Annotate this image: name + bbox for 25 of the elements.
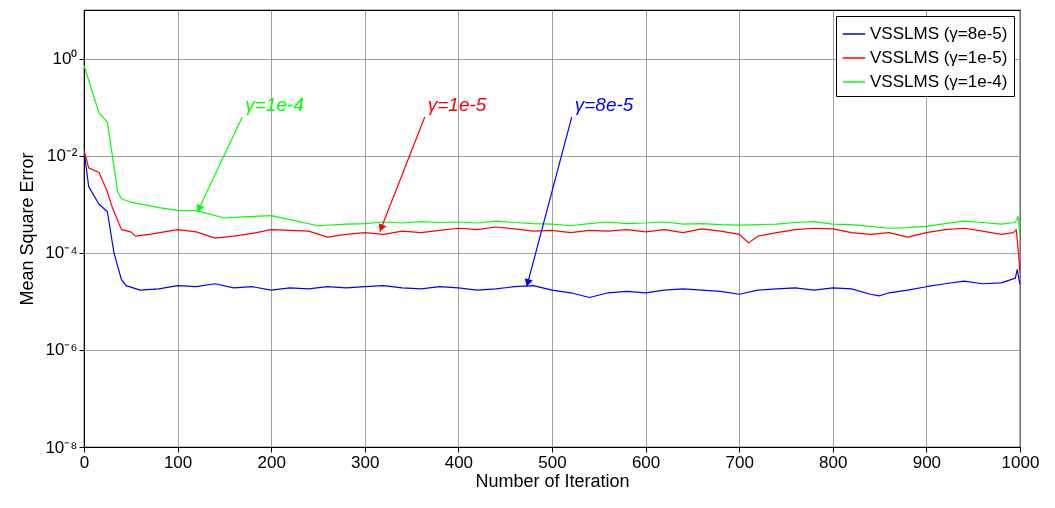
legend-label: VSSLMS (γ=8e-5) [870, 24, 1008, 43]
x-tick-label: 0 [79, 452, 90, 472]
legend-label: VSSLMS (γ=1e-4) [870, 72, 1008, 91]
x-tick-label: 400 [444, 452, 474, 472]
x-tick-label: 1000 [1001, 452, 1040, 472]
line-series [84, 64, 1020, 235]
x-tick-label: 800 [819, 452, 848, 472]
x-tick-label: 700 [725, 452, 754, 472]
x-tick-label: 500 [538, 452, 567, 472]
y-tick-label: 10⁻² [46, 146, 78, 166]
y-tick-label: 10⁻⁸ [45, 437, 78, 457]
x-tick-label: 200 [257, 452, 286, 472]
x-tick-label: 900 [912, 452, 942, 472]
legend-label: VSSLMS (γ=1e-5) [870, 48, 1008, 67]
x-axis-title: Number of Iteration [475, 470, 630, 491]
x-tick-label: 600 [631, 452, 661, 472]
annotation: γ=8e-5 [574, 94, 634, 116]
y-axis-title: Mean Square Error [17, 152, 38, 306]
annotation: γ=1e-5 [427, 94, 487, 116]
x-tick-label: 100 [163, 452, 193, 472]
annotation: γ=1e-4 [245, 94, 304, 116]
y-tick-label: 10⁻⁶ [45, 340, 78, 360]
y-tick-label: 10⁰ [52, 49, 78, 69]
x-tick-label: 300 [351, 452, 380, 472]
y-tick-label: 10⁻⁴ [45, 243, 78, 263]
